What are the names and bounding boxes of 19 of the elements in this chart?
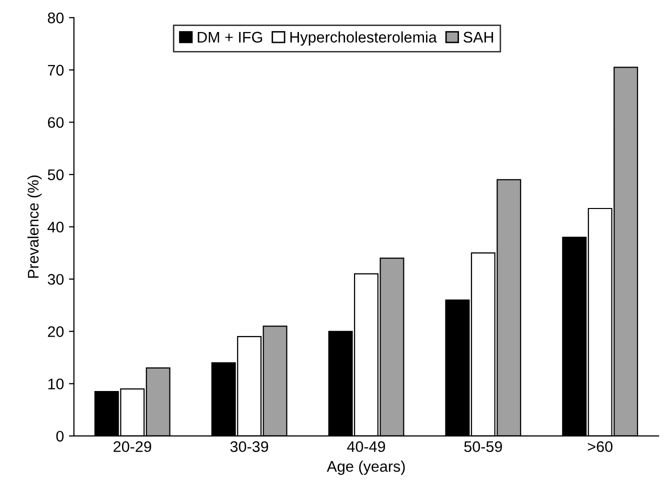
y-tick-label: 60 (48, 117, 64, 128)
y-tick-label: 30 (48, 274, 64, 285)
y-tick-label: 40 (48, 222, 64, 232)
y-tick-label: 70 (48, 64, 64, 76)
x-tick-label: 50-59 (464, 441, 502, 452)
y-tick-label: 10 (48, 378, 64, 390)
y-tick-label: 80 (48, 12, 64, 24)
x-tick-label: 20-29 (114, 441, 152, 452)
x-tick-label: >60 (588, 441, 612, 452)
x-axis-title: Age (years) (326, 460, 405, 475)
y-tick-label: 50 (48, 169, 64, 180)
legend-label: DM + IFG (198, 32, 262, 43)
x-tick-label: 30-39 (230, 441, 268, 452)
legend-label: Hypercholesterolemia (290, 31, 437, 46)
y-tick-label: 0 (56, 430, 64, 442)
x-tick-label: 40-49 (347, 441, 386, 452)
y-tick-label: 20 (48, 326, 64, 338)
y-axis-title: Prevalence (%) (27, 176, 42, 278)
legend-label: SAH (464, 32, 494, 43)
